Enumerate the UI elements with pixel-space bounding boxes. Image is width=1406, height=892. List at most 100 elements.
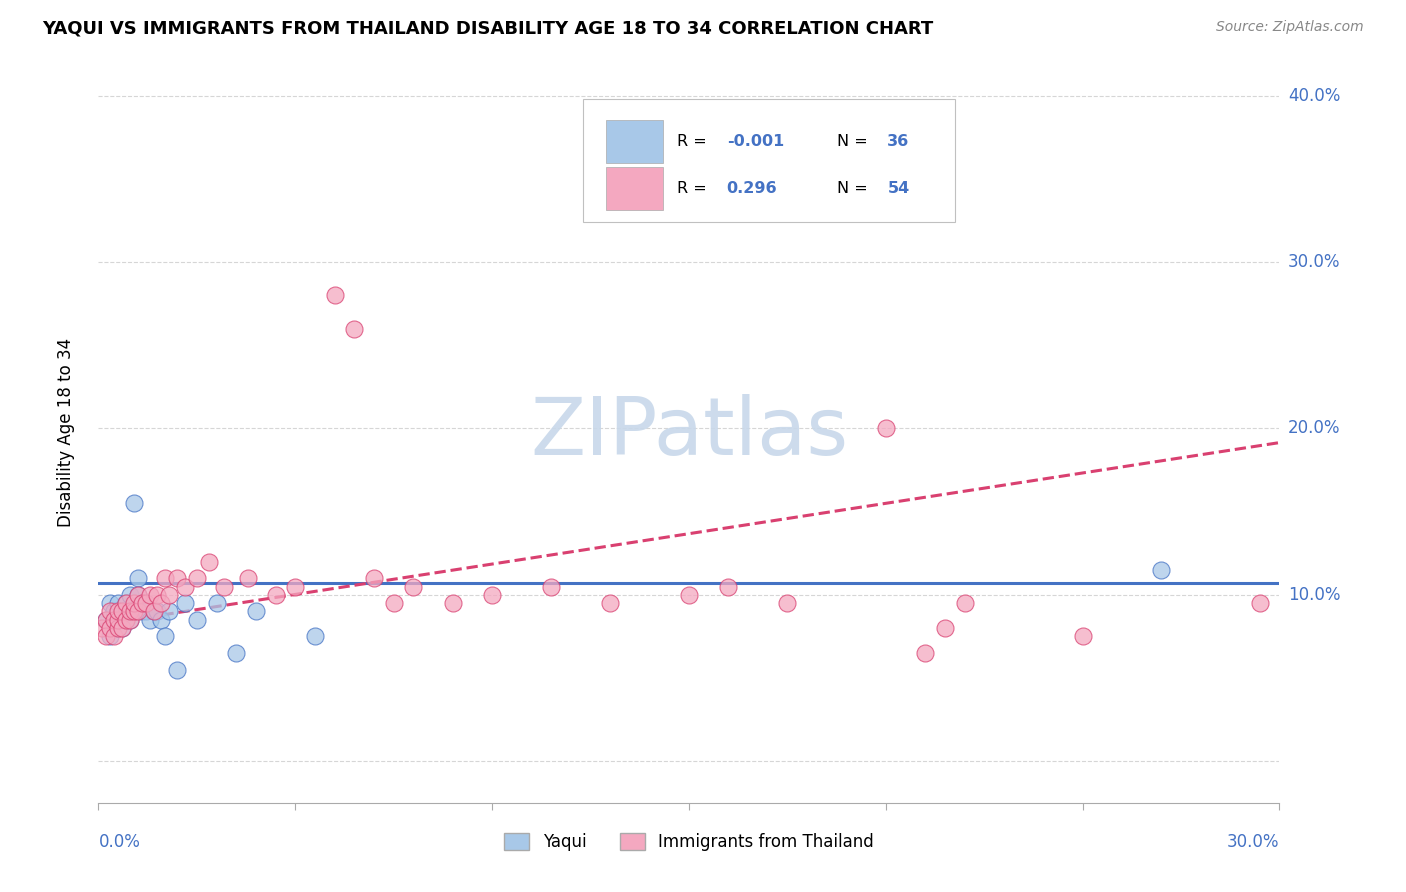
Point: [107, 596, 129, 610]
Point: [146, 588, 169, 602]
Point: [103, 613, 125, 627]
Point: [115, 613, 138, 627]
Point: [122, 605, 145, 619]
Point: [111, 605, 134, 619]
Point: [131, 596, 153, 610]
Point: [111, 621, 134, 635]
Point: [115, 613, 138, 627]
Point: [118, 613, 141, 627]
Point: [142, 605, 165, 619]
Text: 40.0%: 40.0%: [1288, 87, 1340, 104]
Point: [678, 588, 700, 602]
Point: [96, 613, 118, 627]
Point: [150, 613, 173, 627]
Text: 0.0%: 0.0%: [98, 833, 141, 851]
Point: [155, 571, 177, 585]
Point: [304, 629, 326, 643]
Point: [540, 580, 562, 594]
Point: [118, 605, 141, 619]
Point: [135, 596, 157, 610]
Point: [776, 596, 799, 610]
Point: [135, 605, 157, 619]
Point: [122, 496, 145, 510]
Point: [111, 605, 134, 619]
Text: N =: N =: [837, 134, 873, 149]
Point: [138, 588, 160, 602]
Point: [166, 663, 188, 677]
Text: Source: ZipAtlas.com: Source: ZipAtlas.com: [1216, 20, 1364, 34]
Legend: Yaqui, Immigrants from Thailand: Yaqui, Immigrants from Thailand: [498, 826, 880, 857]
Text: R =: R =: [678, 134, 711, 149]
Y-axis label: Disability Age 18 to 34: Disability Age 18 to 34: [56, 338, 75, 527]
Point: [103, 605, 125, 619]
Point: [96, 613, 118, 627]
Point: [107, 621, 129, 635]
Point: [107, 621, 129, 635]
Point: [146, 605, 169, 619]
Point: [953, 596, 976, 610]
Point: [127, 588, 149, 602]
Point: [323, 288, 346, 302]
Text: 10.0%: 10.0%: [1288, 586, 1340, 604]
Point: [91, 621, 114, 635]
Point: [118, 613, 141, 627]
Bar: [606, 167, 664, 210]
Point: [118, 588, 141, 602]
Text: 54: 54: [887, 181, 910, 196]
Text: -0.001: -0.001: [727, 134, 785, 149]
Point: [122, 605, 145, 619]
Point: [174, 580, 197, 594]
Point: [122, 596, 145, 610]
Point: [107, 605, 129, 619]
Text: ZIPatlas: ZIPatlas: [530, 393, 848, 472]
Point: [343, 321, 366, 335]
Point: [914, 646, 936, 660]
Point: [155, 629, 177, 643]
Point: [115, 605, 138, 619]
Point: [717, 580, 740, 594]
Text: 36: 36: [887, 134, 910, 149]
Point: [441, 596, 464, 610]
Point: [98, 605, 121, 619]
Text: 0.296: 0.296: [727, 181, 778, 196]
Point: [115, 596, 138, 610]
Point: [131, 605, 153, 619]
Point: [107, 613, 129, 627]
Point: [599, 596, 621, 610]
Point: [236, 571, 259, 585]
Point: [157, 588, 180, 602]
Point: [1249, 596, 1271, 610]
Point: [214, 580, 236, 594]
Point: [186, 571, 208, 585]
Point: [284, 580, 307, 594]
Point: [186, 613, 208, 627]
Point: [481, 588, 503, 602]
Point: [142, 605, 165, 619]
Point: [127, 605, 149, 619]
Text: N =: N =: [837, 181, 873, 196]
Point: [363, 571, 385, 585]
Point: [225, 646, 247, 660]
Point: [157, 605, 180, 619]
Point: [111, 621, 134, 635]
Point: [205, 596, 228, 610]
Point: [264, 588, 287, 602]
Point: [98, 629, 121, 643]
FancyBboxPatch shape: [582, 99, 955, 221]
Point: [197, 555, 219, 569]
Point: [131, 596, 153, 610]
Text: 30.0%: 30.0%: [1288, 253, 1340, 271]
Point: [107, 613, 129, 627]
Point: [115, 596, 138, 610]
Point: [934, 621, 956, 635]
Point: [138, 613, 160, 627]
Point: [382, 596, 405, 610]
Point: [98, 621, 121, 635]
Text: 20.0%: 20.0%: [1288, 419, 1340, 437]
Point: [127, 571, 149, 585]
Point: [166, 571, 188, 585]
Text: R =: R =: [678, 181, 711, 196]
Point: [127, 588, 149, 602]
Text: YAQUI VS IMMIGRANTS FROM THAILAND DISABILITY AGE 18 TO 34 CORRELATION CHART: YAQUI VS IMMIGRANTS FROM THAILAND DISABI…: [42, 20, 934, 37]
Point: [174, 596, 197, 610]
